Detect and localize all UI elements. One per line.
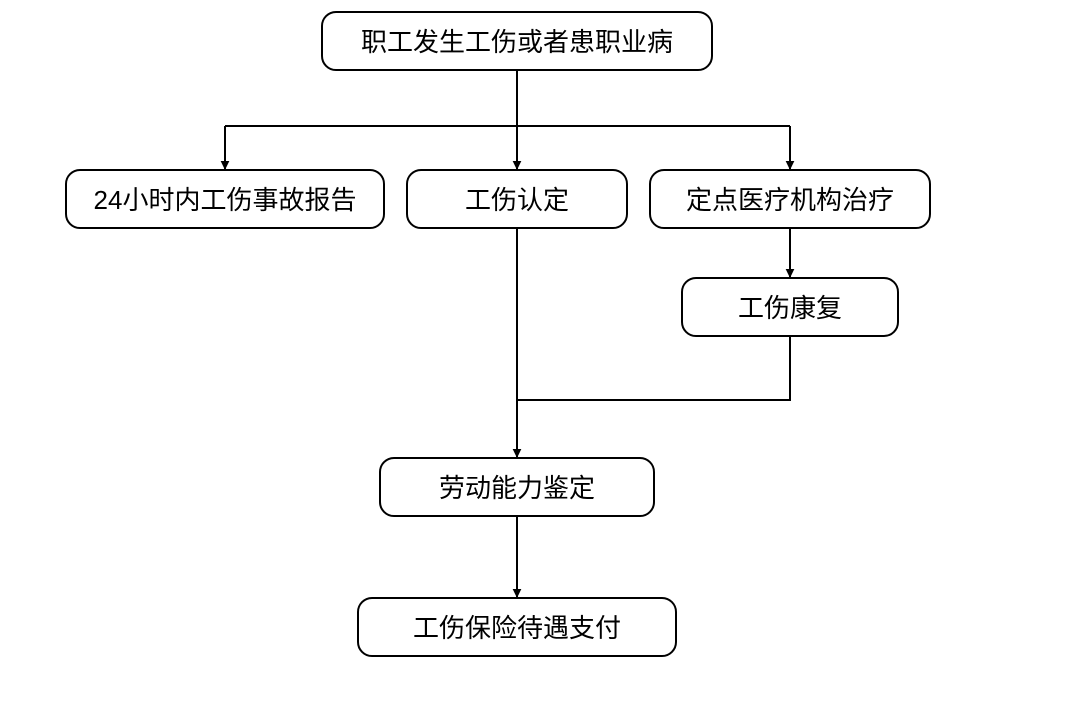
- arrow-head: [513, 161, 522, 170]
- arrow-head: [221, 161, 230, 170]
- flow-node: 职工发生工伤或者患职业病: [322, 12, 712, 70]
- node-label: 工伤康复: [738, 293, 842, 323]
- node-label: 劳动能力鉴定: [439, 473, 595, 503]
- arrow-head: [786, 269, 795, 278]
- nodes-layer: 职工发生工伤或者患职业病 24小时内工伤事故报告 工伤认定 定点医疗机构治疗工伤康复劳…: [66, 12, 930, 656]
- arrow-head: [513, 589, 522, 598]
- node-label: 职工发生工伤或者患职业病: [361, 27, 673, 57]
- node-label: 工伤认定: [465, 185, 569, 215]
- node-label: 24小时内工伤事故报告: [94, 185, 357, 215]
- flow-node: 工伤认定: [407, 170, 627, 228]
- node-label: 工伤保险待遇支付: [413, 613, 621, 643]
- flow-node: 工伤康复: [682, 278, 898, 336]
- arrow-head: [786, 161, 795, 170]
- node-label: 定点医疗机构治疗: [686, 185, 894, 215]
- flow-node: 劳动能力鉴定: [380, 458, 654, 516]
- edge: [517, 336, 790, 400]
- flow-node: 工伤保险待遇支付: [358, 598, 676, 656]
- flow-node: 定点医疗机构治疗: [650, 170, 930, 228]
- flow-node: 24小时内工伤事故报告: [66, 170, 384, 228]
- flowchart-canvas: 职工发生工伤或者患职业病 24小时内工伤事故报告 工伤认定 定点医疗机构治疗工伤康复劳…: [0, 0, 1080, 717]
- arrow-head: [513, 449, 522, 458]
